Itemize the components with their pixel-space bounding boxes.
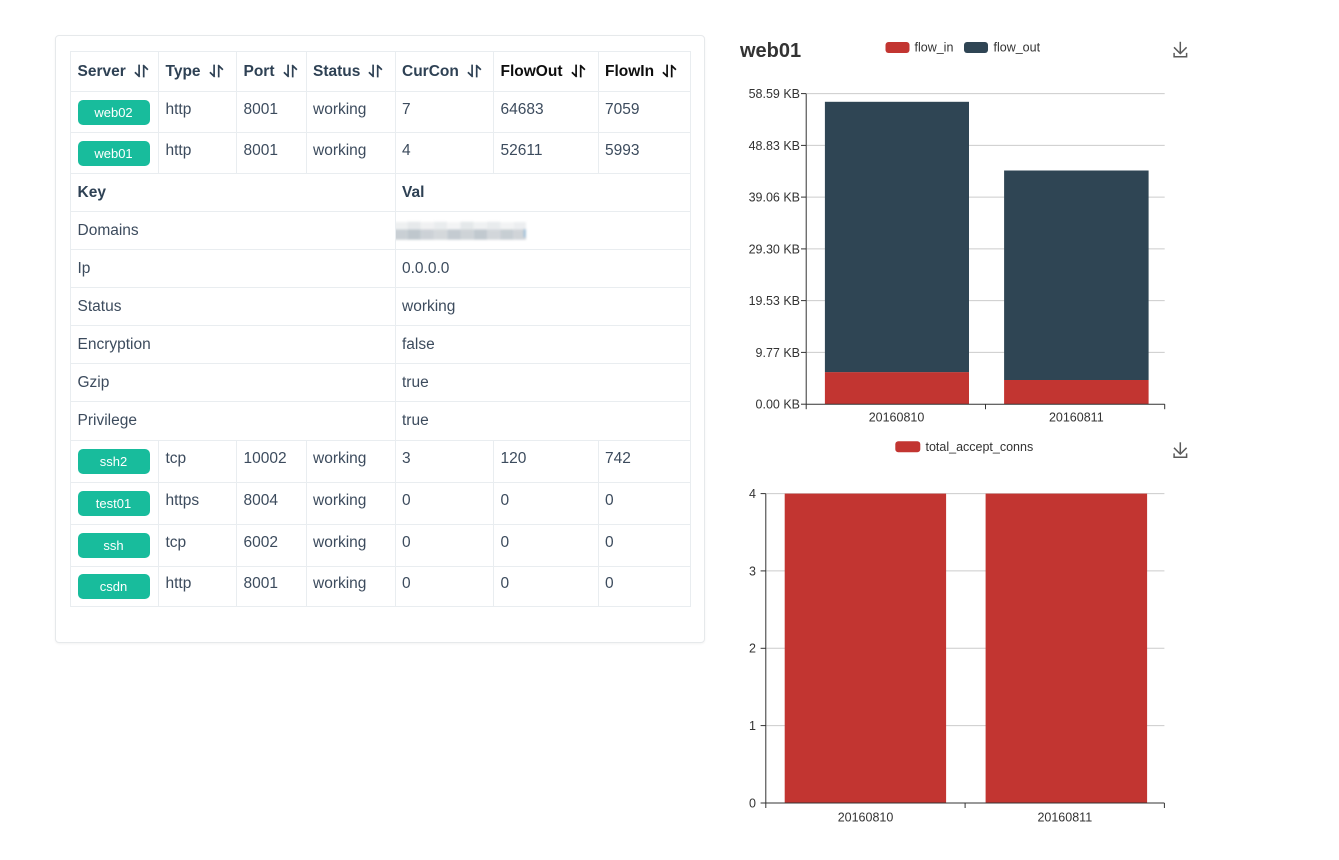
svg-text:58.59 KB: 58.59 KB [749,87,800,101]
svg-text:48.83 KB: 48.83 KB [749,139,800,153]
svg-text:29.30 KB: 29.30 KB [749,242,800,256]
svg-text:20160811: 20160811 [1037,811,1092,825]
svg-text:20160810: 20160810 [869,411,925,425]
svg-text:2: 2 [749,642,756,656]
svg-text:web01: web01 [739,40,801,62]
svg-text:3: 3 [749,564,756,578]
svg-text:19.53 KB: 19.53 KB [749,294,800,308]
svg-text:20160810: 20160810 [838,811,894,825]
svg-text:1: 1 [749,719,756,733]
svg-text:20160811: 20160811 [1049,411,1104,425]
svg-text:4: 4 [749,487,756,501]
svg-text:0.00 KB: 0.00 KB [756,398,800,412]
svg-text:total_accept_conns: total_accept_conns [926,440,1034,454]
svg-text:flow_out: flow_out [994,41,1041,55]
svg-text:flow_in: flow_in [915,41,954,55]
svg-text:0: 0 [749,796,756,810]
svg-text:39.06 KB: 39.06 KB [749,191,800,205]
svg-text:9.77 KB: 9.77 KB [756,346,800,360]
